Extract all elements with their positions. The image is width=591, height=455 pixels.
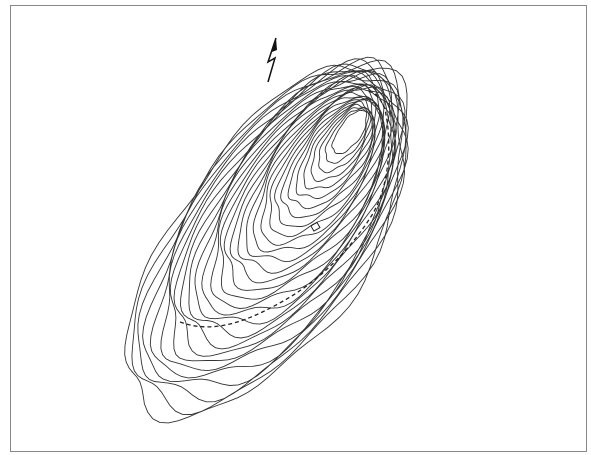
contour-line	[169, 71, 406, 362]
contour-line	[318, 107, 372, 174]
contour-line	[303, 100, 374, 190]
contour-line	[331, 109, 368, 154]
map-frame	[10, 5, 587, 452]
structure-marker	[310, 221, 321, 232]
contour-line	[274, 96, 381, 227]
contour-line	[246, 84, 384, 263]
north-arrow	[266, 37, 277, 83]
contour-line	[194, 70, 394, 325]
contour-line	[237, 84, 386, 274]
contour-line	[280, 98, 377, 219]
contour-line	[260, 91, 385, 246]
contour-line	[223, 85, 391, 291]
contour-line	[252, 87, 385, 253]
contour-line	[124, 64, 408, 424]
contour-line	[137, 56, 404, 403]
ridge-path	[179, 90, 390, 328]
contour-line	[142, 58, 406, 386]
contour-line	[287, 98, 376, 210]
north-arrow-head	[272, 38, 277, 52]
contour-line	[188, 70, 395, 339]
contour-line	[310, 103, 373, 182]
contour-line	[131, 59, 407, 415]
contour-line	[295, 98, 375, 200]
contour-line	[324, 108, 370, 164]
